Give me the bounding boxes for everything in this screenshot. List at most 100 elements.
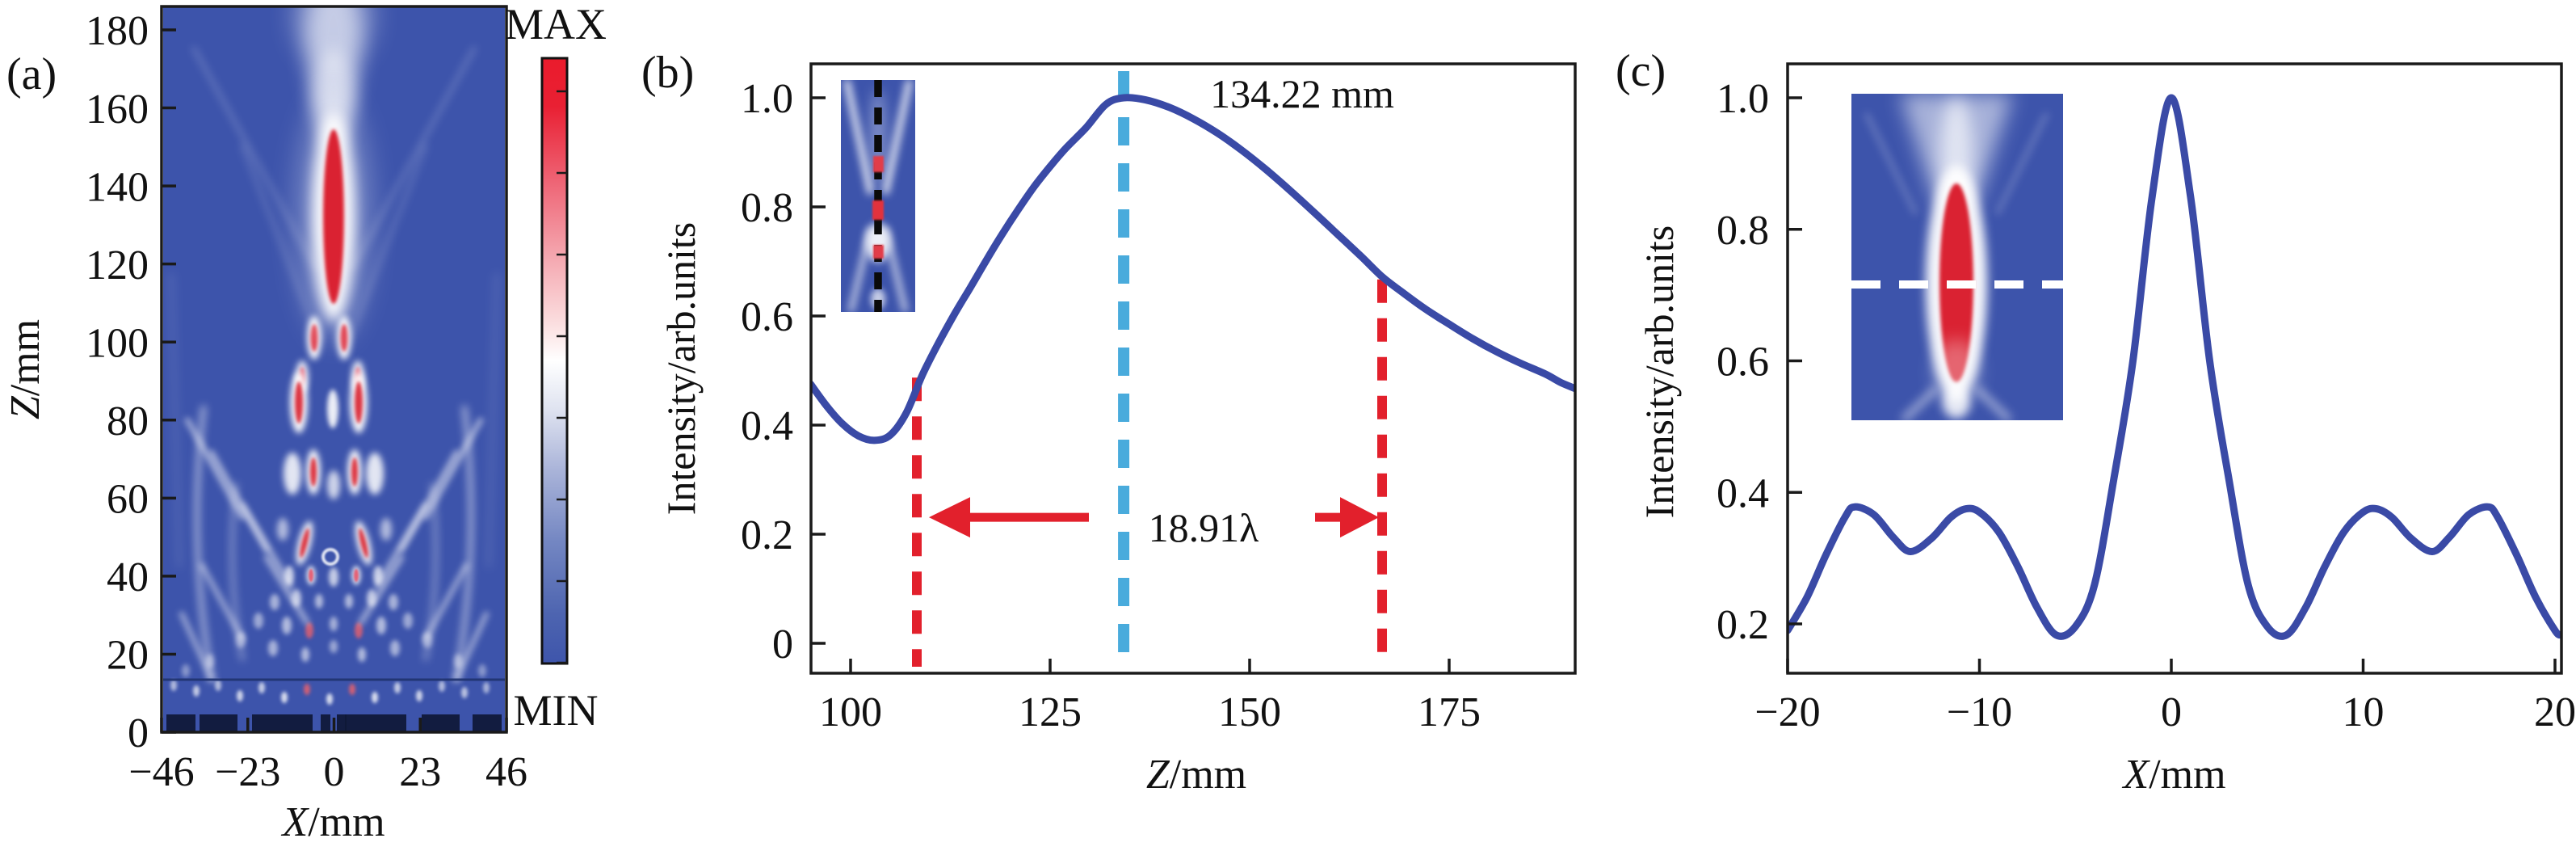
y-tick-label: 0: [128, 710, 149, 756]
interference-lobe: [327, 390, 338, 428]
interference-lobe: [345, 594, 353, 609]
interference-lobe: [389, 594, 398, 610]
interference-lobe: [478, 664, 486, 677]
interference-lobe: [330, 640, 338, 653]
interference-lobe: [326, 693, 333, 705]
interference-lobe: [416, 690, 422, 701]
x-tick-label: 23: [399, 749, 441, 795]
interference-lobe: [366, 453, 384, 495]
focal-depth-annotation: 18.91λ: [1149, 505, 1259, 550]
peak-position-annotation: 134.22 mm: [1210, 71, 1394, 116]
y-tick-label: 0.6: [1717, 339, 1769, 385]
interference-lobe: [483, 682, 490, 693]
inset-b-hot-spot: [873, 245, 884, 259]
x-tick-label: 0: [2161, 689, 2182, 735]
interference-lobe: [295, 381, 303, 423]
y-tick-label: 1.0: [1717, 76, 1769, 122]
interference-lobe: [390, 640, 400, 656]
inset-b-glow: [866, 223, 890, 262]
interference-lobe: [270, 594, 279, 610]
x-tick-label: −46: [128, 749, 194, 795]
y-tick-label: 1.0: [741, 76, 793, 122]
lens-element: [252, 714, 313, 731]
interference-lobe: [461, 687, 468, 698]
x-tick-label: −10: [1947, 689, 2012, 735]
x-tick-label: 175: [1418, 689, 1481, 735]
panel-b-inset: [841, 79, 915, 313]
interference-lobe: [354, 569, 359, 582]
colorbar-gradient: [542, 58, 567, 664]
lens-element: [200, 714, 237, 731]
interference-lobe: [372, 692, 378, 703]
interference-lobe: [349, 684, 355, 695]
x-tick-label: 150: [1218, 689, 1281, 735]
panel-b-ylabel: Intensity/arb.units: [658, 222, 704, 515]
diffraction-ray: [263, 554, 310, 626]
diffraction-ray: [351, 46, 477, 269]
colorbar-min-label: MIN: [514, 686, 599, 735]
inset-c-glow: [1932, 339, 1981, 404]
interference-lobe: [340, 324, 348, 352]
interference-lobe: [358, 647, 366, 662]
arrow-right-head: [1340, 497, 1380, 538]
interference-lobe: [170, 680, 177, 691]
panel-c-inset: [1851, 94, 2063, 423]
panel-a-ylabel: Z/mm: [2, 319, 48, 419]
interference-lobe: [359, 528, 368, 558]
panel-b-frame: [809, 62, 1577, 675]
diffraction-ray: [179, 611, 215, 682]
diffraction-wing: [194, 405, 215, 682]
interference-lobe: [327, 470, 340, 499]
colorbar-max-label: MAX: [505, 0, 607, 48]
y-tick-label: 0.4: [1717, 470, 1769, 516]
panel-c-label: (c): [1616, 46, 1666, 96]
arrow-left-head: [929, 497, 971, 538]
x-tick-label: 10: [2343, 689, 2385, 735]
y-tick-label: 100: [86, 320, 149, 366]
lens-element: [166, 714, 195, 731]
colorbar-ticks: [557, 90, 567, 664]
panel-b-axes: 100 125 150 175 0 0.2 0.4 0.6 0.8 1.0: [741, 76, 1481, 735]
interference-lobe: [305, 622, 313, 638]
interference-lobe: [330, 617, 338, 631]
interference-lobe: [376, 617, 386, 634]
intensity-curve-c: [1788, 94, 2561, 640]
interference-lobe: [329, 567, 338, 587]
panel-c-xlabel: X/mm: [2121, 752, 2225, 798]
lens-element: [321, 714, 330, 731]
y-tick-label: 0.2: [1717, 602, 1769, 648]
diffraction-ray: [191, 46, 317, 269]
y-tick-label: 80: [107, 398, 149, 444]
inset-c-ray: [1864, 112, 1918, 216]
panel-c-axes: −20 −10 0 10 20 0.2 0.4 0.6 0.8 1.0: [1717, 76, 2576, 735]
inset-b-beam-edge: [882, 79, 913, 195]
panel-b: 100 125 150 175 0 0.2 0.4 0.6 0.8 1.0 (b) Intensi…: [641, 48, 1577, 798]
interference-lobe: [182, 664, 190, 677]
y-tick-label: 160: [86, 86, 149, 133]
panel-c-ylabel: Intensity/arb.units: [1637, 225, 1682, 518]
interference-lobe: [301, 647, 309, 662]
diffraction-wing: [423, 482, 439, 661]
interference-lobe: [315, 594, 323, 609]
lens-element: [473, 714, 502, 731]
y-tick-label: 0.4: [741, 403, 793, 449]
y-tick-label: 0.6: [741, 294, 793, 340]
diffraction-wing: [453, 405, 474, 682]
y-tick-label: 0.8: [1717, 208, 1769, 254]
x-tick-label: −20: [1754, 689, 1820, 735]
diffraction-wing: [229, 482, 245, 661]
diffraction-ray: [374, 502, 429, 589]
inset-b-hot-spot: [872, 200, 884, 220]
inset-c-ray: [1901, 385, 1939, 423]
diffraction-ray: [347, 143, 428, 342]
interference-lobe: [403, 613, 413, 629]
inset-b-hot-spot: [873, 156, 884, 172]
x-tick-label: 20: [2534, 689, 2576, 735]
panel-c-curve-group: [1788, 94, 2561, 640]
y-tick-label: 0.2: [741, 512, 793, 558]
interference-lobe: [281, 692, 288, 703]
interference-lobe: [282, 617, 292, 634]
